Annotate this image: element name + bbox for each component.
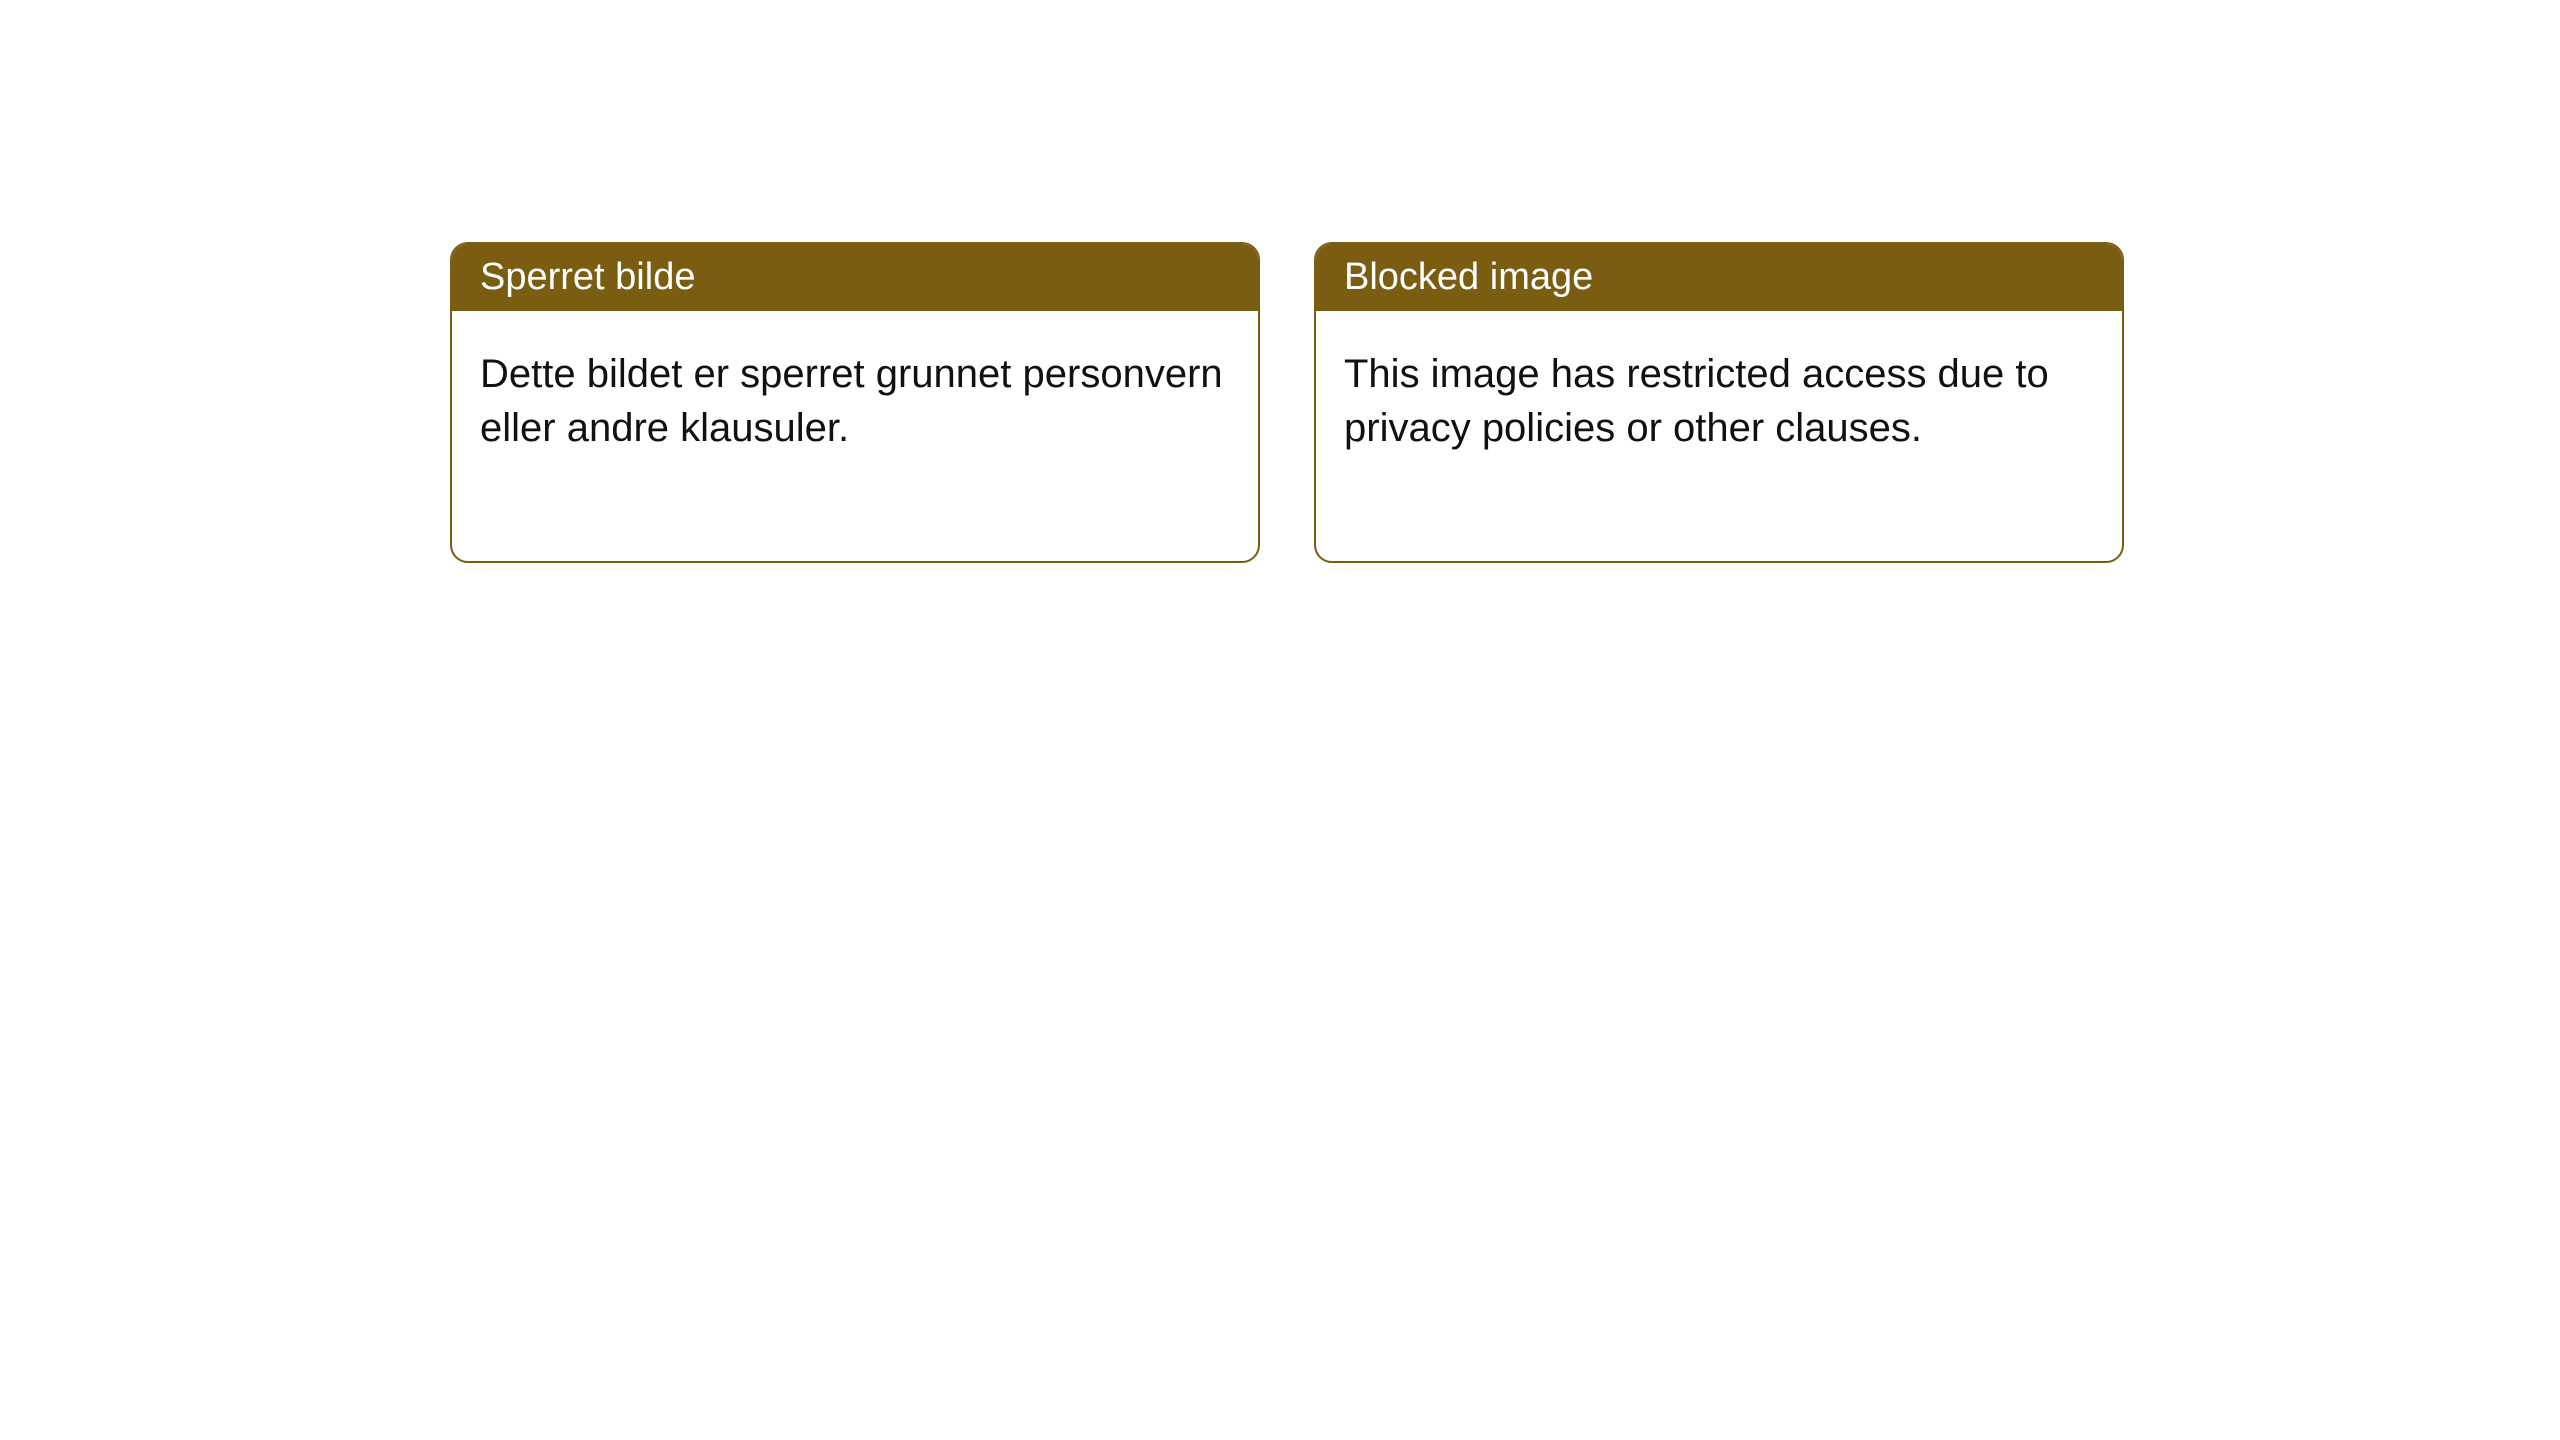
card-header: Blocked image bbox=[1316, 244, 2122, 311]
card-body-text: Dette bildet er sperret grunnet personve… bbox=[480, 352, 1223, 450]
card-body-text: This image has restricted access due to … bbox=[1344, 352, 2049, 450]
card-title: Blocked image bbox=[1344, 256, 1593, 298]
cards-container: Sperret bilde Dette bildet er sperret gr… bbox=[0, 0, 2560, 563]
card-header: Sperret bilde bbox=[452, 244, 1258, 311]
card-title: Sperret bilde bbox=[480, 256, 695, 298]
blocked-image-card-en: Blocked image This image has restricted … bbox=[1314, 242, 2124, 563]
card-body: This image has restricted access due to … bbox=[1316, 311, 2122, 561]
card-body: Dette bildet er sperret grunnet personve… bbox=[452, 311, 1258, 561]
blocked-image-card-no: Sperret bilde Dette bildet er sperret gr… bbox=[450, 242, 1260, 563]
